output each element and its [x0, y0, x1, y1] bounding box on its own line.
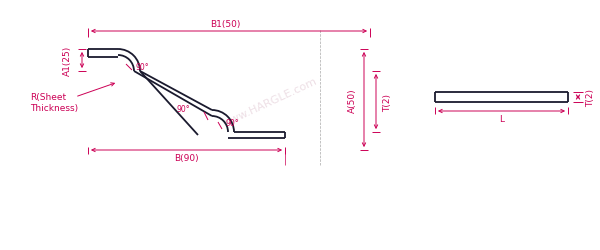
Text: A(50): A(50) — [348, 88, 357, 113]
Text: 90°: 90° — [176, 104, 190, 113]
Text: A1(25): A1(25) — [63, 46, 72, 76]
Text: B(90): B(90) — [173, 154, 199, 162]
Text: L: L — [499, 114, 504, 124]
Text: 90°: 90° — [225, 119, 239, 128]
Text: www.HARGLE.com: www.HARGLE.com — [221, 76, 319, 129]
Text: 90°: 90° — [135, 63, 149, 72]
Text: T(2): T(2) — [586, 89, 595, 106]
Text: R(Sheet
Thickness): R(Sheet Thickness) — [30, 92, 78, 112]
Text: T(2): T(2) — [383, 94, 392, 112]
Text: B1(50): B1(50) — [210, 20, 240, 29]
